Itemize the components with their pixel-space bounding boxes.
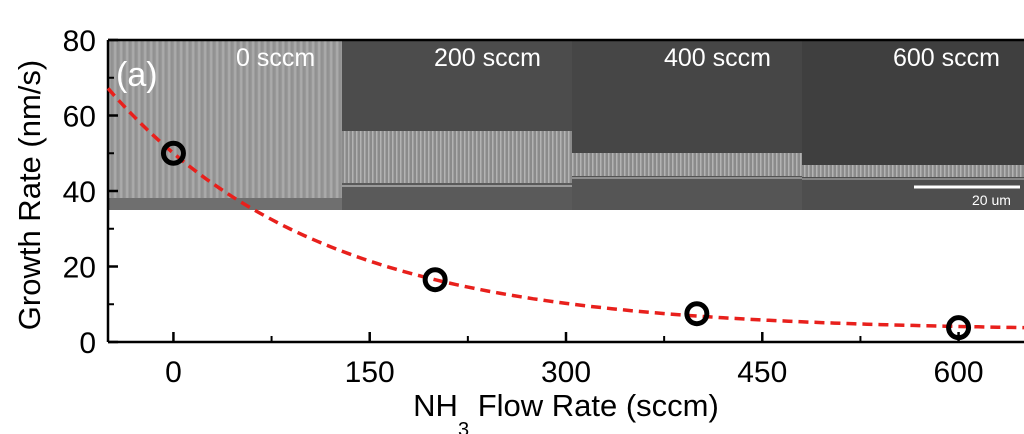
axes: 0 20 40 60 80 0 150 300 450 600 xyxy=(63,25,1024,389)
sem-inset: (a) 0 sccm 200 sccm 400 sccm 600 sccm 20… xyxy=(108,40,1024,210)
x-tick-label: 450 xyxy=(737,356,787,389)
y-tick-label: 0 xyxy=(79,327,96,360)
y-ticks: 0 20 40 60 80 xyxy=(63,25,118,360)
inset-label-200: 200 sccm xyxy=(434,44,541,72)
y-axis-title: Growth Rate (nm/s) xyxy=(12,60,47,330)
sem-panel-400 xyxy=(572,40,802,210)
x-axis-title-main: NH xyxy=(413,388,458,423)
data-point xyxy=(160,140,186,166)
x-axis-title-rest: Flow Rate (sccm) xyxy=(469,388,719,423)
panel-label: (a) xyxy=(116,56,158,94)
inset-label-0: 0 sccm xyxy=(236,44,315,72)
inset-label-400: 400 sccm xyxy=(664,44,771,72)
x-tick-label: 0 xyxy=(165,356,182,389)
x-tick-label: 150 xyxy=(345,356,395,389)
inset-label-600: 600 sccm xyxy=(893,44,1000,72)
data-point xyxy=(684,301,710,327)
x-axis-title: NH3 Flow Rate (sccm) xyxy=(413,388,719,434)
x-tick-label: 300 xyxy=(541,356,591,389)
data-points xyxy=(160,140,972,341)
y-tick-label: 60 xyxy=(63,101,96,134)
data-point xyxy=(422,267,448,293)
x-tick-label: 600 xyxy=(934,356,984,389)
y-tick-label: 20 xyxy=(63,252,96,285)
y-tick-label: 80 xyxy=(63,25,96,58)
fit-curve xyxy=(106,87,1024,330)
sem-panel-0 xyxy=(108,40,342,210)
sem-panel-200 xyxy=(342,40,572,210)
scale-bar-label: 20 um xyxy=(972,192,1011,208)
x-axis-title-sub: 3 xyxy=(458,419,469,434)
data-point xyxy=(946,315,972,341)
x-ticks: 0 150 300 450 600 xyxy=(165,332,984,389)
y-tick-label: 40 xyxy=(63,176,96,209)
sem-panel-600 xyxy=(802,40,1024,210)
